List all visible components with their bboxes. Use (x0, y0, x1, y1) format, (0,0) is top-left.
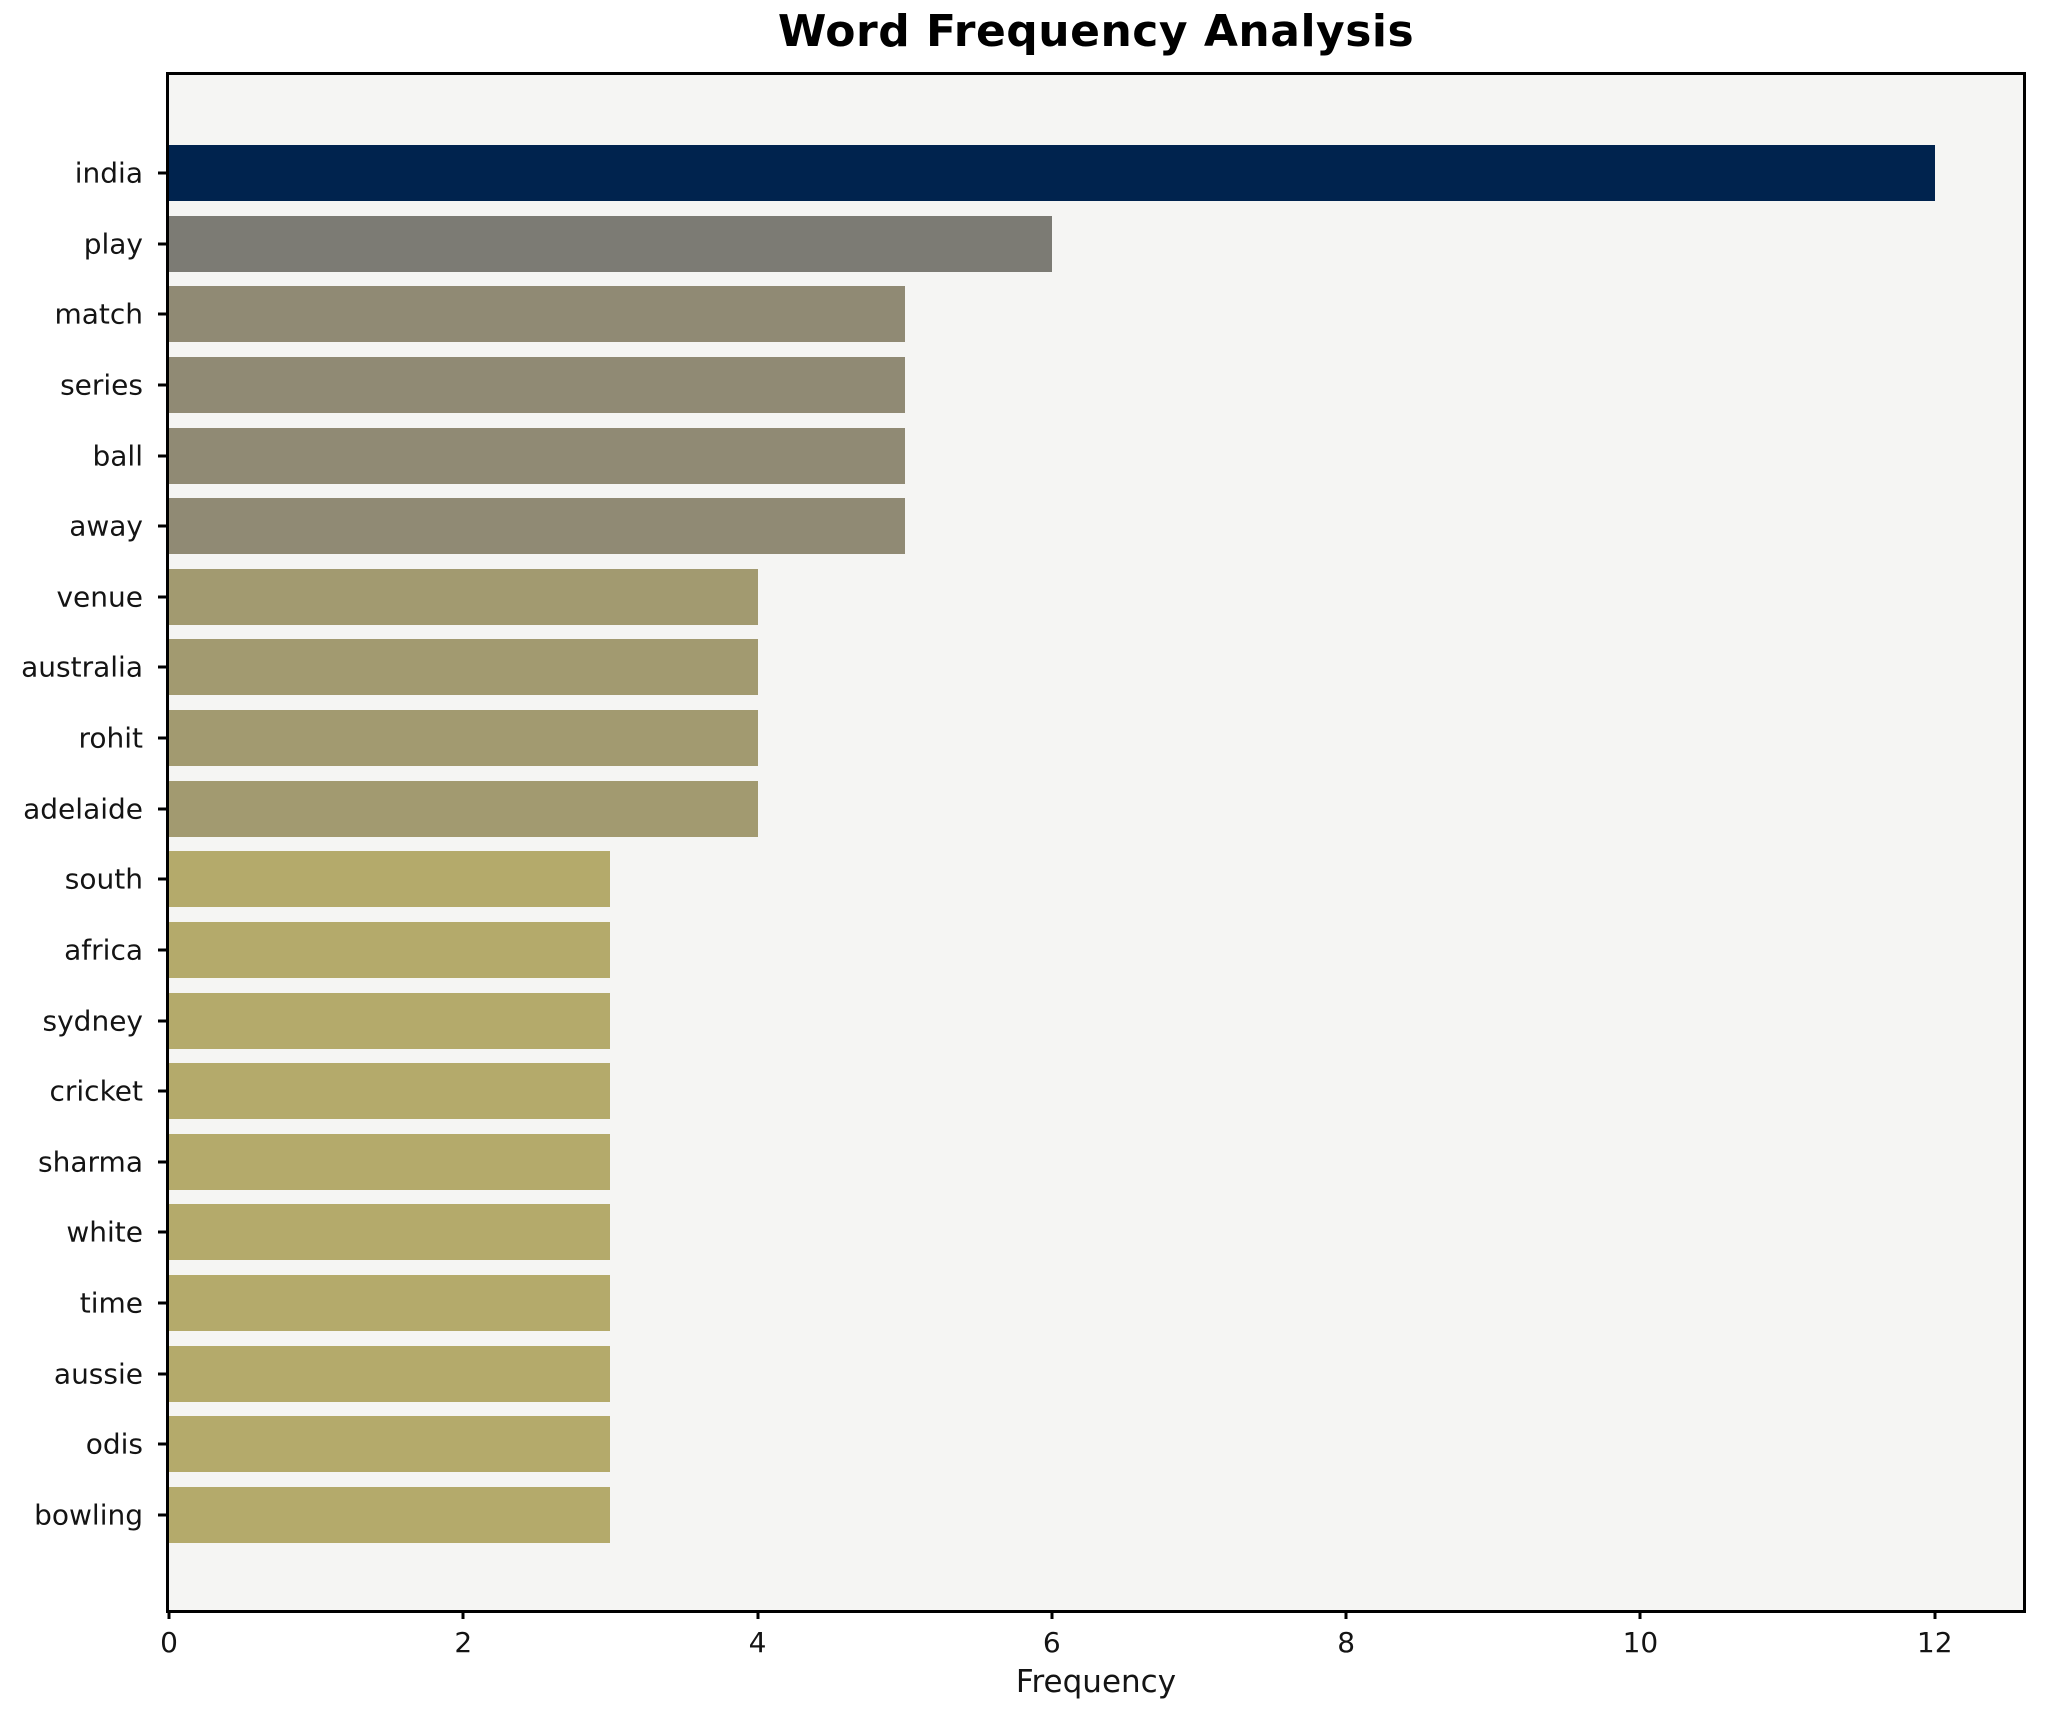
y-tick-mark-venue (158, 595, 167, 599)
bar-venue (169, 568, 758, 625)
y-tick-mark-south (158, 877, 167, 881)
x-tick-label-0: 0 (160, 1626, 178, 1659)
bar-row-venue: venue (56, 568, 2023, 625)
bar-row-australia: australia (21, 639, 2023, 696)
x-tick-mark-2 (461, 1610, 465, 1619)
y-tick-mark-play (158, 242, 167, 246)
bar-row-odis: odis (86, 1416, 2023, 1473)
y-tick-label-white: white (66, 1215, 143, 1249)
y-tick-mark-australia (158, 665, 167, 669)
bar-row-series: series (60, 356, 2023, 413)
bar-row-aussie: aussie (54, 1345, 2023, 1402)
bar-aussie (169, 1345, 611, 1402)
x-tick-label-10: 10 (1622, 1626, 1659, 1659)
bar-adelaide (169, 780, 758, 837)
y-tick-mark-rohit (158, 736, 167, 740)
bar-ball (169, 427, 905, 484)
bar-row-rohit: rohit (78, 710, 2023, 767)
bar-australia (169, 639, 758, 696)
bar-row-south: south (65, 851, 2023, 908)
bar-row-sharma: sharma (38, 1133, 2023, 1190)
y-tick-label-sydney: sydney (42, 1004, 143, 1038)
y-tick-label-ball: ball (92, 439, 144, 473)
y-tick-label-venue: venue (56, 580, 143, 614)
chart-title: Word Frequency Analysis (777, 6, 1415, 57)
bar-row-match: match (54, 286, 2023, 343)
bar-time (169, 1275, 611, 1332)
x-tick-mark-6 (1050, 1610, 1054, 1619)
y-tick-label-match: match (54, 297, 143, 331)
y-tick-label-bowling: bowling (34, 1498, 143, 1532)
y-tick-mark-africa (158, 948, 167, 952)
y-tick-mark-series (158, 383, 167, 387)
bar-africa (169, 921, 611, 978)
x-tick-mark-12 (1933, 1610, 1937, 1619)
x-tick-mark-0 (167, 1610, 171, 1619)
bar-sharma (169, 1133, 611, 1190)
bar-row-play: play (84, 215, 2023, 272)
y-tick-label-play: play (83, 227, 143, 261)
bar-row-ball: ball (93, 427, 2023, 484)
bar-rohit (169, 710, 758, 767)
y-tick-label-time: time (79, 1286, 143, 1320)
y-tick-label-africa: africa (64, 933, 143, 967)
x-tick-mark-4 (756, 1610, 760, 1619)
bar-row-adelaide: adelaide (23, 780, 2023, 837)
y-tick-label-odis: odis (85, 1427, 143, 1461)
x-tick-label-12: 12 (1916, 1626, 1953, 1659)
y-tick-label-sharma: sharma (38, 1145, 143, 1179)
bar-series (169, 356, 905, 413)
bar-sydney (169, 992, 611, 1049)
bar-row-india: india (75, 145, 2023, 201)
x-tick-label-4: 4 (748, 1626, 767, 1659)
y-tick-mark-sydney (158, 1019, 167, 1023)
y-tick-label-aussie: aussie (53, 1357, 143, 1391)
x-tick-mark-8 (1344, 1610, 1348, 1619)
bar-odis (169, 1416, 611, 1473)
y-tick-mark-aussie (158, 1372, 167, 1376)
bar-row-sydney: sydney (43, 992, 2023, 1049)
bar-row-bowling: bowling (34, 1486, 2023, 1543)
bar-cricket (169, 1063, 611, 1120)
x-tick-label-2: 2 (454, 1626, 473, 1659)
y-tick-label-australia: australia (21, 650, 143, 684)
bar-row-away: away (69, 498, 2023, 555)
y-tick-label-adelaide: adelaide (23, 792, 143, 826)
bar-south (169, 851, 611, 908)
bar-row-white: white (66, 1204, 2023, 1261)
bar-away (169, 498, 905, 555)
y-tick-label-series: series (60, 368, 143, 402)
bar-play (169, 215, 1052, 272)
y-tick-mark-white (158, 1230, 167, 1234)
bar-row-time: time (80, 1275, 2023, 1332)
bar-row-africa: africa (64, 921, 2023, 978)
x-tick-mark-10 (1638, 1610, 1642, 1619)
y-tick-label-cricket: cricket (49, 1074, 143, 1108)
x-tick-label-6: 6 (1042, 1626, 1061, 1659)
y-tick-mark-time (158, 1301, 167, 1305)
y-tick-label-away: away (69, 509, 143, 543)
bar-bowling (169, 1486, 611, 1543)
bar-india (169, 145, 1935, 201)
y-tick-mark-match (158, 312, 167, 316)
y-tick-label-india: india (74, 156, 143, 190)
y-tick-mark-bowling (158, 1513, 167, 1517)
y-tick-mark-away (158, 524, 167, 528)
y-tick-mark-cricket (158, 1089, 167, 1093)
y-tick-mark-odis (158, 1442, 167, 1446)
y-tick-mark-adelaide (158, 807, 167, 811)
y-tick-label-south: south (64, 862, 143, 896)
bar-match (169, 286, 905, 343)
x-axis-label: Frequency (1015, 1664, 1177, 1700)
bar-white (169, 1204, 611, 1261)
y-tick-mark-sharma (158, 1160, 167, 1164)
y-tick-label-rohit: rohit (78, 721, 143, 755)
plot-area: india play match series ball away venue austral… (21, 72, 2026, 1659)
y-tick-mark-india (158, 171, 167, 175)
x-tick-label-8: 8 (1337, 1626, 1356, 1659)
bar-row-cricket: cricket (49, 1063, 2023, 1120)
y-tick-mark-ball (158, 454, 167, 458)
